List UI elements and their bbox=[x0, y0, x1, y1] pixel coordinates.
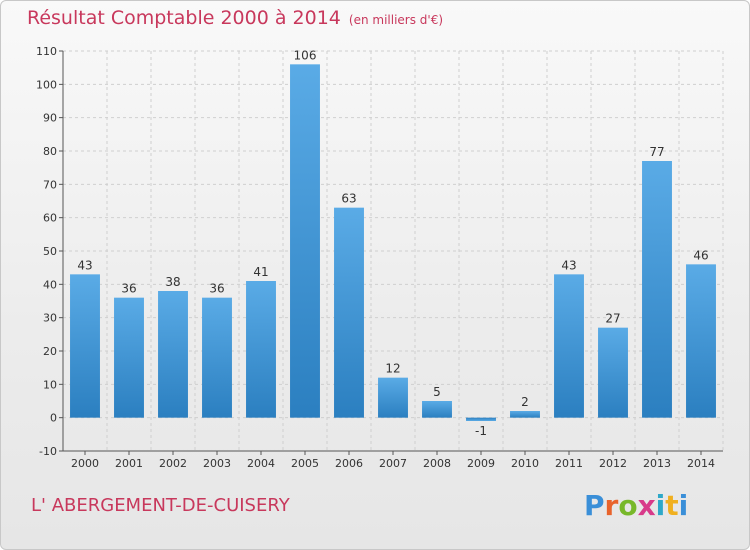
y-tick-label: 10 bbox=[43, 378, 57, 391]
bar-value-label: 36 bbox=[209, 282, 224, 296]
logo-letter: i bbox=[678, 489, 689, 522]
bar-value-label: 43 bbox=[77, 258, 92, 272]
proxiti-logo[interactable]: Proxiti bbox=[584, 489, 688, 522]
x-tick-label: 2009 bbox=[467, 457, 495, 470]
label-layer: 43 36 38 36 41 106 63 12 5 -1 2 43 27 77 46 bbox=[77, 48, 708, 438]
y-tick-label: -10 bbox=[39, 445, 57, 458]
x-tick-label: 2008 bbox=[423, 457, 451, 470]
bar bbox=[554, 274, 584, 418]
bar bbox=[686, 264, 716, 418]
y-tick-label: 80 bbox=[43, 145, 57, 158]
x-tick-label: 2006 bbox=[335, 457, 363, 470]
bar bbox=[510, 411, 540, 418]
x-tick-label: 2011 bbox=[555, 457, 583, 470]
chart-subtitle: (en milliers d'€) bbox=[348, 13, 444, 27]
logo-letter: i bbox=[655, 489, 666, 522]
bar bbox=[378, 377, 408, 418]
y-tick-label: 40 bbox=[43, 278, 57, 291]
y-tick-label: 30 bbox=[43, 312, 57, 325]
x-tick-label: 2012 bbox=[599, 457, 627, 470]
logo-letter: x bbox=[637, 489, 656, 522]
bar-value-label: 41 bbox=[253, 265, 268, 279]
x-tick-label: 2005 bbox=[291, 457, 319, 470]
bar-value-label: 43 bbox=[561, 258, 576, 272]
bar-value-label: 36 bbox=[121, 282, 136, 296]
y-tick-label: 90 bbox=[43, 112, 57, 125]
chart-title: Résultat Comptable 2000 à 2014 (en millie… bbox=[27, 7, 443, 29]
bar-value-label: 27 bbox=[605, 312, 620, 326]
y-tick-label: 0 bbox=[50, 412, 57, 425]
y-tick-label: 100 bbox=[36, 78, 57, 91]
bar-value-label: 63 bbox=[341, 192, 356, 206]
y-tick-label: 70 bbox=[43, 178, 57, 191]
bar bbox=[598, 327, 628, 418]
y-tick-label: 20 bbox=[43, 345, 57, 358]
x-tick-label: 2000 bbox=[71, 457, 99, 470]
y-tick-label: 60 bbox=[43, 212, 57, 225]
bar bbox=[246, 281, 276, 418]
x-tick-label: 2001 bbox=[115, 457, 143, 470]
bar-value-label: 106 bbox=[294, 48, 317, 62]
bar-layer bbox=[70, 64, 716, 421]
x-tick-label: 2013 bbox=[643, 457, 671, 470]
logo-letter: t bbox=[665, 489, 679, 522]
logo-letter: o bbox=[618, 489, 638, 522]
bar bbox=[290, 64, 320, 418]
x-tick-label: 2007 bbox=[379, 457, 407, 470]
x-tick-label: 2014 bbox=[687, 457, 715, 470]
logo-letter: P bbox=[584, 489, 605, 522]
axis-layer: -10 0 10 20 30 40 50 60 70 80 90 100 110 2000 2001 2002… bbox=[36, 45, 723, 470]
bar bbox=[422, 401, 452, 418]
bar bbox=[334, 207, 364, 418]
y-tick-label: 110 bbox=[36, 45, 57, 58]
bar-value-label: -1 bbox=[475, 424, 487, 438]
bar-value-label: 46 bbox=[693, 248, 708, 262]
bar-value-label: 5 bbox=[433, 385, 441, 399]
bar-value-label: 38 bbox=[165, 275, 180, 289]
bar-value-label: 12 bbox=[385, 362, 400, 376]
logo-letter: r bbox=[604, 489, 619, 522]
x-tick-label: 2003 bbox=[203, 457, 231, 470]
chart-title-text: Résultat Comptable 2000 à 2014 bbox=[27, 7, 341, 29]
x-tick-label: 2002 bbox=[159, 457, 187, 470]
bar bbox=[158, 291, 188, 418]
x-tick-label: 2004 bbox=[247, 457, 275, 470]
x-tick-label: 2010 bbox=[511, 457, 539, 470]
bar bbox=[70, 274, 100, 418]
bar bbox=[114, 297, 144, 418]
commune-name: L' ABERGEMENT-DE-CUISERY bbox=[31, 495, 290, 516]
bar bbox=[466, 417, 496, 421]
bar bbox=[642, 161, 672, 418]
bar-value-label: 2 bbox=[521, 395, 529, 409]
bar-value-label: 77 bbox=[649, 145, 664, 159]
bar bbox=[202, 297, 232, 418]
y-tick-label: 50 bbox=[43, 245, 57, 258]
